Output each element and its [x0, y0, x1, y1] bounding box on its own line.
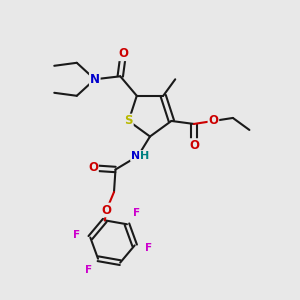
Text: O: O — [208, 115, 218, 128]
Text: O: O — [189, 139, 199, 152]
Text: N: N — [90, 73, 100, 86]
Text: O: O — [101, 203, 112, 217]
Text: H: H — [140, 151, 149, 161]
Text: O: O — [88, 161, 98, 175]
Text: S: S — [124, 115, 133, 128]
Text: F: F — [145, 243, 152, 253]
Text: O: O — [118, 47, 128, 60]
Text: F: F — [133, 208, 140, 218]
Text: N: N — [131, 151, 140, 161]
Text: F: F — [85, 265, 92, 275]
Text: F: F — [73, 230, 80, 240]
